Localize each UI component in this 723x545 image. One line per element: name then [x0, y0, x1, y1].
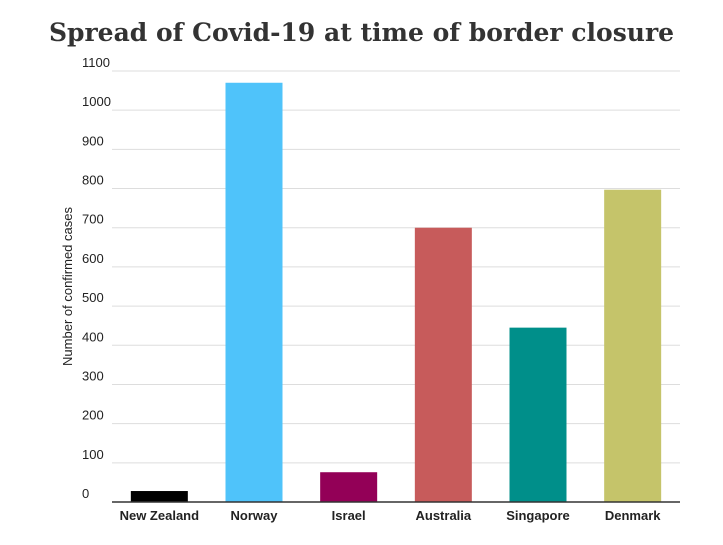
bar-denmark [604, 189, 662, 503]
bar-singapore [509, 327, 567, 502]
y-tick-label-900: 900 [82, 133, 104, 148]
bar-israel [320, 472, 378, 502]
x-category-label-singapore: Singapore [506, 508, 570, 523]
y-tick-label-300: 300 [82, 368, 104, 383]
bar-norway [225, 82, 283, 502]
y-tick-label-700: 700 [82, 212, 104, 227]
y-tick-label-400: 400 [82, 329, 104, 344]
bars [130, 82, 662, 503]
x-category-label-australia: Australia [416, 508, 472, 523]
chart-title: Spread of Covid-19 at time of border clo… [48, 18, 675, 47]
y-tick-label-0: 0 [82, 486, 89, 501]
x-axis-categories: New Zealand Norway Israel Australia Singapor… [120, 508, 662, 523]
y-tick-label-100: 100 [82, 447, 104, 462]
x-category-label-israel: Israel [332, 508, 366, 523]
gridlines [112, 70, 680, 464]
x-category-label-new-zealand: New Zealand [120, 508, 200, 523]
y-axis-title: Number of confirmed cases [60, 207, 75, 366]
x-category-label-denmark: Denmark [605, 508, 661, 523]
y-tick-label-500: 500 [82, 290, 104, 305]
y-tick-label-600: 600 [82, 251, 104, 266]
bar-australia [414, 227, 472, 502]
y-tick-label-1100: 1100 [82, 55, 110, 70]
bar-new-zealand [130, 491, 188, 502]
y-tick-label-200: 200 [82, 408, 104, 423]
x-category-label-norway: Norway [231, 508, 279, 523]
y-tick-label-1000: 1000 [82, 94, 111, 109]
y-axis-ticks: 0 100 200 300 400 500 600 700 800 900 1000 1100 [82, 55, 111, 501]
y-tick-label-800: 800 [82, 173, 104, 188]
